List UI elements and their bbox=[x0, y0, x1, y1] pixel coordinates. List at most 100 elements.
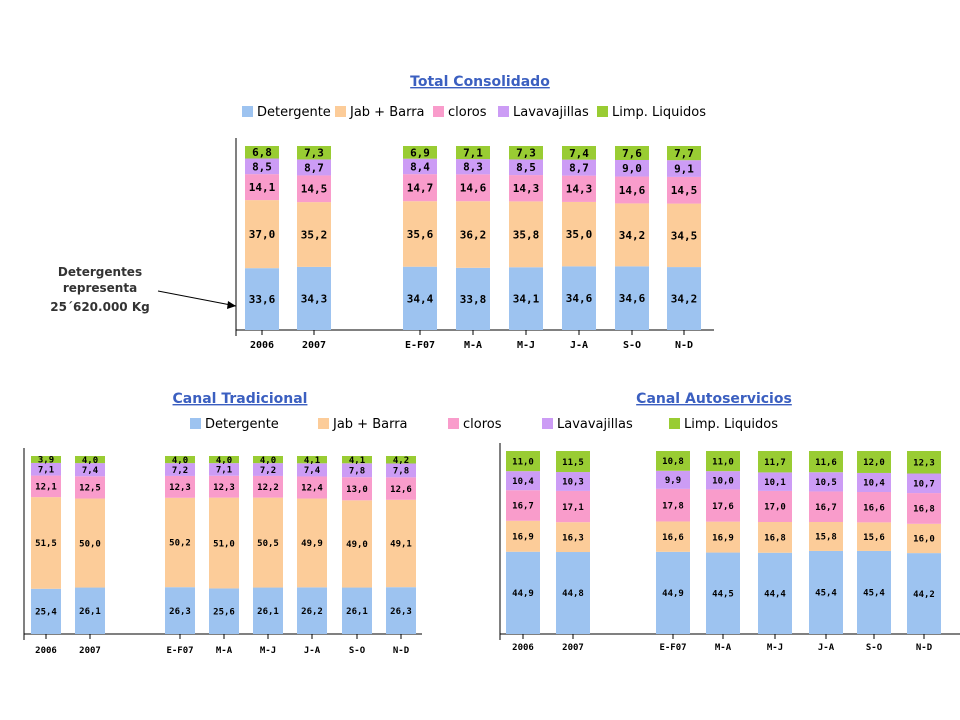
data-label-auto-6-3: 10,4 bbox=[863, 479, 885, 489]
data-label-total-5-0: 34,6 bbox=[566, 292, 593, 305]
data-label-auto-6-2: 16,6 bbox=[863, 503, 885, 513]
legend-label-total-2: cloros bbox=[448, 105, 487, 120]
bar-segment-trad-6-4 bbox=[342, 456, 372, 464]
category-label-total-5: J-A bbox=[570, 340, 588, 351]
bar-segment-trad-7-1 bbox=[386, 499, 416, 588]
bar-segment-auto-3-4 bbox=[706, 451, 740, 472]
chart-title-total: Total Consolidado bbox=[410, 74, 550, 90]
bar-segment-auto-7-4 bbox=[907, 451, 941, 474]
bar-segment-total-4-4 bbox=[509, 146, 543, 160]
bar-segment-auto-0-2 bbox=[506, 490, 540, 521]
annotation-line-0: Detergentes bbox=[58, 265, 142, 279]
data-label-trad-1-0: 26,1 bbox=[79, 607, 101, 617]
data-label-trad-5-3: 7,4 bbox=[304, 466, 321, 476]
data-label-trad-7-2: 12,6 bbox=[390, 485, 412, 495]
data-label-auto-6-4: 12,0 bbox=[863, 458, 885, 468]
legend-label-trad-4: Limp. Liquidos bbox=[684, 417, 778, 432]
legend-label-total-1: Jab + Barra bbox=[349, 105, 425, 120]
data-label-total-3-2: 14,6 bbox=[460, 182, 487, 195]
bar-segment-total-5-4 bbox=[562, 146, 596, 160]
legend-swatch-total-0 bbox=[242, 106, 253, 117]
data-label-trad-7-1: 49,1 bbox=[390, 540, 412, 550]
data-label-total-5-2: 14,3 bbox=[566, 183, 593, 196]
data-label-auto-2-0: 44,9 bbox=[662, 589, 684, 599]
bar-segment-trad-7-3 bbox=[386, 463, 416, 478]
category-label-auto-2: E-F07 bbox=[659, 643, 686, 653]
data-label-auto-5-0: 45,4 bbox=[815, 589, 837, 599]
bar-segment-trad-0-0 bbox=[31, 588, 61, 634]
data-label-auto-0-1: 16,9 bbox=[512, 533, 534, 543]
data-label-trad-7-0: 26,3 bbox=[390, 607, 412, 617]
data-label-total-4-2: 14,3 bbox=[513, 182, 540, 195]
bar-segment-trad-0-1 bbox=[31, 497, 61, 589]
legend-swatch-trad-4 bbox=[669, 418, 680, 429]
legend-swatch-trad-3 bbox=[542, 418, 553, 429]
category-label-total-1: 2007 bbox=[302, 340, 326, 351]
category-label-total-4: M-J bbox=[517, 340, 535, 351]
data-label-trad-6-2: 13,0 bbox=[346, 485, 368, 495]
bar-segment-auto-3-3 bbox=[706, 471, 740, 490]
data-label-total-7-1: 34,5 bbox=[671, 229, 698, 242]
data-label-total-7-3: 9,1 bbox=[674, 163, 694, 176]
bar-segment-total-1-2 bbox=[297, 175, 331, 203]
data-label-auto-3-1: 16,9 bbox=[712, 533, 734, 543]
data-label-trad-1-2: 12,5 bbox=[79, 484, 101, 494]
data-label-total-1-1: 35,2 bbox=[301, 228, 328, 241]
bar-segment-trad-2-1 bbox=[165, 497, 195, 588]
bar-segment-total-2-0 bbox=[403, 266, 437, 330]
bar-segment-trad-6-0 bbox=[342, 587, 372, 634]
data-label-trad-6-0: 26,1 bbox=[346, 607, 368, 617]
legend-label-trad-0: Detergente bbox=[205, 417, 279, 432]
bar-segment-total-6-0 bbox=[615, 266, 649, 330]
data-label-total-1-3: 8,7 bbox=[304, 161, 324, 174]
data-label-auto-4-0: 44,4 bbox=[764, 590, 786, 600]
data-label-trad-2-1: 50,2 bbox=[169, 539, 191, 549]
legend-swatch-total-4 bbox=[597, 106, 608, 117]
data-label-auto-1-3: 10,3 bbox=[562, 478, 584, 488]
legend-swatch-total-2 bbox=[433, 106, 444, 117]
bar-segment-trad-3-4 bbox=[209, 456, 239, 464]
category-label-trad-3: M-A bbox=[216, 646, 233, 656]
bar-segment-auto-2-0 bbox=[656, 551, 690, 634]
chart-title-auto: Canal Autoservicios bbox=[636, 391, 792, 407]
bar-segment-trad-1-4 bbox=[75, 456, 105, 464]
data-label-auto-1-4: 11,5 bbox=[562, 458, 584, 468]
data-label-auto-4-3: 10,1 bbox=[764, 478, 786, 488]
bar-segment-auto-6-4 bbox=[857, 451, 891, 473]
bar-segment-auto-6-1 bbox=[857, 522, 891, 551]
data-label-total-5-3: 8,7 bbox=[569, 162, 589, 175]
bar-segment-total-6-3 bbox=[615, 159, 649, 177]
bar-segment-auto-5-2 bbox=[809, 491, 843, 523]
data-label-auto-7-2: 16,8 bbox=[913, 505, 935, 515]
data-label-auto-2-1: 16,6 bbox=[662, 533, 684, 543]
bar-segment-trad-5-1 bbox=[297, 498, 327, 588]
bar-segment-trad-2-2 bbox=[165, 475, 195, 498]
bar-segment-trad-4-3 bbox=[253, 463, 283, 476]
bar-segment-total-7-1 bbox=[667, 203, 701, 268]
bar-segment-total-3-0 bbox=[456, 267, 490, 330]
category-label-trad-7: N-D bbox=[393, 646, 410, 656]
bar-segment-auto-0-0 bbox=[506, 551, 540, 634]
bar-segment-auto-4-1 bbox=[758, 522, 792, 553]
bar-segment-total-1-1 bbox=[297, 202, 331, 267]
data-label-total-2-0: 34,4 bbox=[407, 292, 434, 305]
data-label-total-0-1: 37,0 bbox=[249, 228, 276, 241]
bar-segment-total-0-1 bbox=[245, 200, 279, 269]
bar-segment-total-2-4 bbox=[403, 146, 437, 159]
data-label-auto-3-4: 11,0 bbox=[712, 457, 734, 467]
legend-swatch-total-3 bbox=[498, 106, 509, 117]
data-label-trad-5-2: 12,4 bbox=[301, 484, 323, 494]
bar-segment-total-1-0 bbox=[297, 266, 331, 330]
bar-segment-total-7-2 bbox=[667, 176, 701, 204]
bar-segment-trad-1-0 bbox=[75, 587, 105, 634]
bar-segment-auto-1-3 bbox=[556, 472, 590, 491]
data-label-trad-4-0: 26,1 bbox=[257, 607, 279, 617]
bar-segment-total-3-3 bbox=[456, 159, 490, 175]
data-label-trad-4-3: 7,2 bbox=[260, 466, 276, 476]
data-label-total-4-1: 35,8 bbox=[513, 228, 540, 241]
legend-swatch-trad-1 bbox=[318, 418, 329, 429]
data-label-total-6-2: 14,6 bbox=[619, 184, 646, 197]
category-label-auto-3: M-A bbox=[715, 643, 732, 653]
bar-segment-total-4-0 bbox=[509, 267, 543, 330]
